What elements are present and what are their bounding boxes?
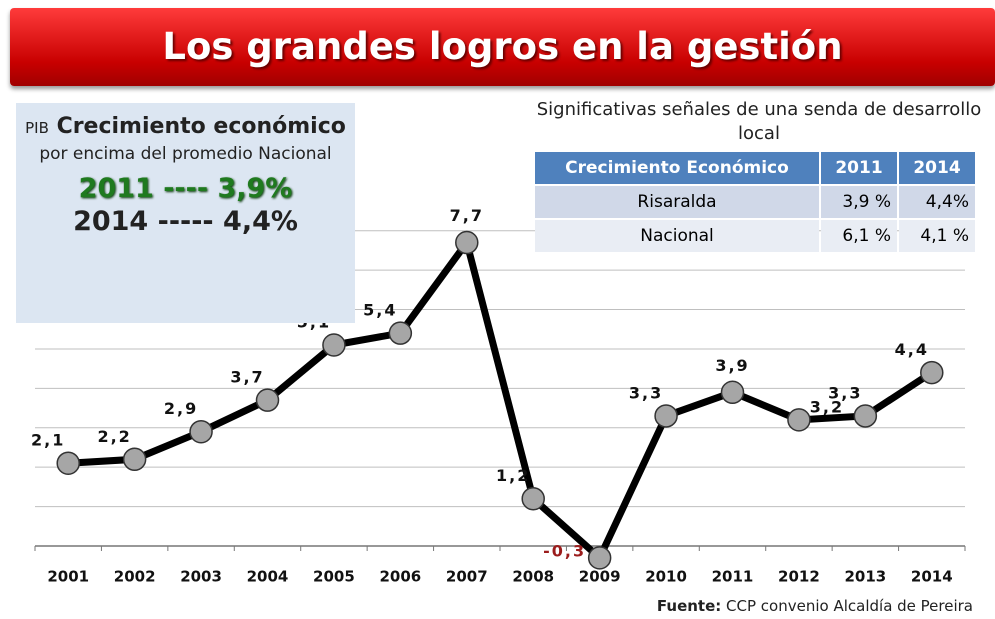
marker: [122, 447, 147, 472]
data-label: 3,3: [828, 383, 862, 402]
marker: [787, 408, 811, 432]
x-tick-label: 2014: [911, 568, 953, 586]
data-label: 7,7: [450, 206, 484, 225]
x-tick-label: 2013: [844, 568, 886, 586]
x-tick-label: 2006: [379, 568, 421, 586]
cell: 4,4%: [899, 186, 975, 218]
panel-subtitle: por encima del promedio Nacional: [39, 144, 332, 164]
title: Los grandes logros en la gestión: [10, 8, 995, 86]
cell: 4,1 %: [899, 220, 975, 252]
x-tick-label: 2003: [180, 568, 222, 586]
data-label: 2,2: [97, 427, 131, 446]
marker: [322, 333, 346, 357]
marker: [654, 404, 678, 428]
data-label: 4,4: [895, 340, 929, 359]
marker: [255, 388, 280, 412]
marker: [920, 360, 944, 385]
source: Fuente: CCP convenio Alcaldía de Pereira: [657, 597, 973, 615]
data-label: 3,3: [629, 383, 663, 402]
marker: [455, 230, 479, 255]
cell: 6,1 %: [821, 220, 897, 252]
panel-prefix: PIB: [25, 119, 49, 137]
data-label: 2,1: [31, 431, 65, 450]
header-row: Crecimiento Económico 2011 2014: [535, 152, 975, 184]
x-tick-label: 2009: [579, 568, 621, 586]
row: Nacional 6,1 % 4,1 %: [535, 220, 975, 252]
x-tick-label: 2005: [313, 568, 355, 586]
data-label: 3,7: [230, 368, 264, 387]
marker: [720, 380, 745, 405]
data-label: 3,9: [715, 356, 749, 375]
table-caption: Significativas señales de una senda de d…: [536, 99, 982, 144]
data-label: 5,4: [363, 301, 397, 320]
header-cell: 2014: [899, 152, 975, 184]
panel-heading: Crecimiento económico: [56, 114, 346, 139]
cell: Risaralda: [535, 186, 819, 218]
x-tick-label: 2007: [446, 568, 488, 586]
cell: Nacional: [535, 220, 819, 252]
panel-2011: 2011 ---- 3,9%: [78, 173, 293, 204]
data-label: 2,9: [164, 399, 198, 418]
highlight-panel: PIB Crecimiento económico por encima del…: [16, 103, 355, 323]
data-label: 3,2: [810, 397, 844, 416]
x-tick-label: 2008: [512, 568, 554, 586]
data-label: 1,2: [496, 466, 530, 485]
marker: [388, 321, 413, 345]
marker: [521, 486, 545, 511]
marker: [56, 451, 80, 475]
header-cell: Crecimiento Económico: [535, 152, 819, 184]
header-cell: 2011: [821, 152, 897, 184]
panel-2014: 2014 ----- 4,4%: [73, 206, 298, 237]
x-tick-label: 2004: [247, 568, 289, 586]
x-tick-label: 2010: [645, 568, 687, 586]
x-tick-label: 2012: [778, 568, 820, 586]
data-label: -0,3: [543, 541, 586, 560]
row: Risaralda 3,9 % 4,4%: [535, 186, 975, 218]
table: Crecimiento Económico 2011 2014 Risarald…: [533, 150, 977, 254]
marker: [853, 404, 878, 428]
x-tick-label: 2002: [114, 568, 156, 586]
source-text: CCP convenio Alcaldía de Pereira: [726, 597, 973, 615]
x-tick-label: 2001: [47, 568, 89, 586]
source-label: Fuente:: [656, 597, 722, 615]
marker: [587, 546, 612, 570]
line: [68, 239, 934, 562]
cell: 3,9 %: [821, 186, 897, 218]
marker: [189, 419, 213, 444]
x-tick-label: 2011: [712, 568, 754, 586]
